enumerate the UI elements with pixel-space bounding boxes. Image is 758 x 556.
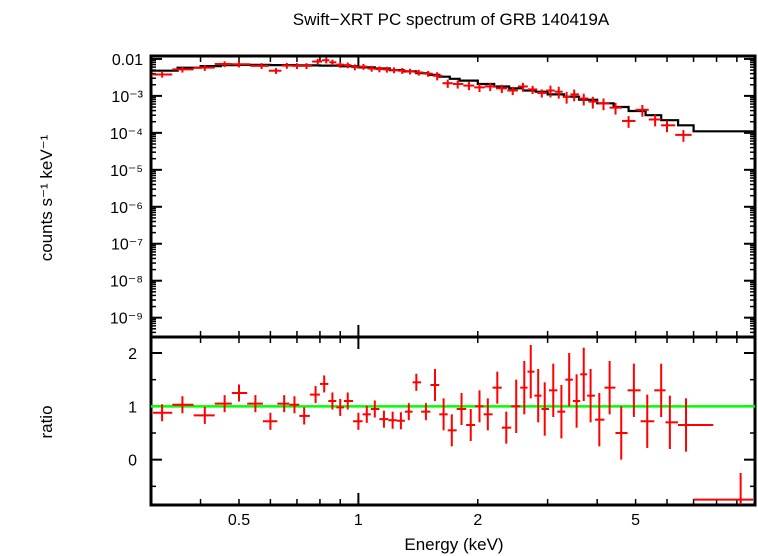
y-tick-label: 10⁻⁵ xyxy=(110,163,143,180)
ratio-tick-label: 1 xyxy=(128,399,137,416)
y-tick-label: 10⁻⁸ xyxy=(110,274,143,291)
ratio-panel-frame xyxy=(149,335,757,507)
y-tick-label: 10⁻⁷ xyxy=(111,237,143,254)
y-tick-label: 10⁻⁹ xyxy=(110,311,143,328)
top-panel-frame xyxy=(149,54,757,339)
y-tick-label: 10⁻⁴ xyxy=(110,126,143,143)
model-line xyxy=(151,63,757,156)
ratio-tick-label: 2 xyxy=(128,346,137,363)
x-tick-label: 0.5 xyxy=(228,512,250,529)
chart-title: Swift−XRT PC spectrum of GRB 140419A xyxy=(293,10,610,29)
x-tick-label: 1 xyxy=(354,512,363,529)
y-tick-label: 0.01 xyxy=(112,52,143,69)
y-tick-label: 10⁻⁶ xyxy=(110,200,143,217)
x-tick-label: 5 xyxy=(631,512,640,529)
ratio-tick-label: 0 xyxy=(128,453,137,470)
x-tick-label: 2 xyxy=(473,512,482,529)
x-axis-label: Energy (keV) xyxy=(404,535,503,554)
y-tick-label: 10⁻³ xyxy=(111,89,143,106)
y-axis-label-counts: counts s⁻¹ keV⁻¹ xyxy=(37,134,56,261)
y-axis-label-ratio: ratio xyxy=(37,405,56,438)
